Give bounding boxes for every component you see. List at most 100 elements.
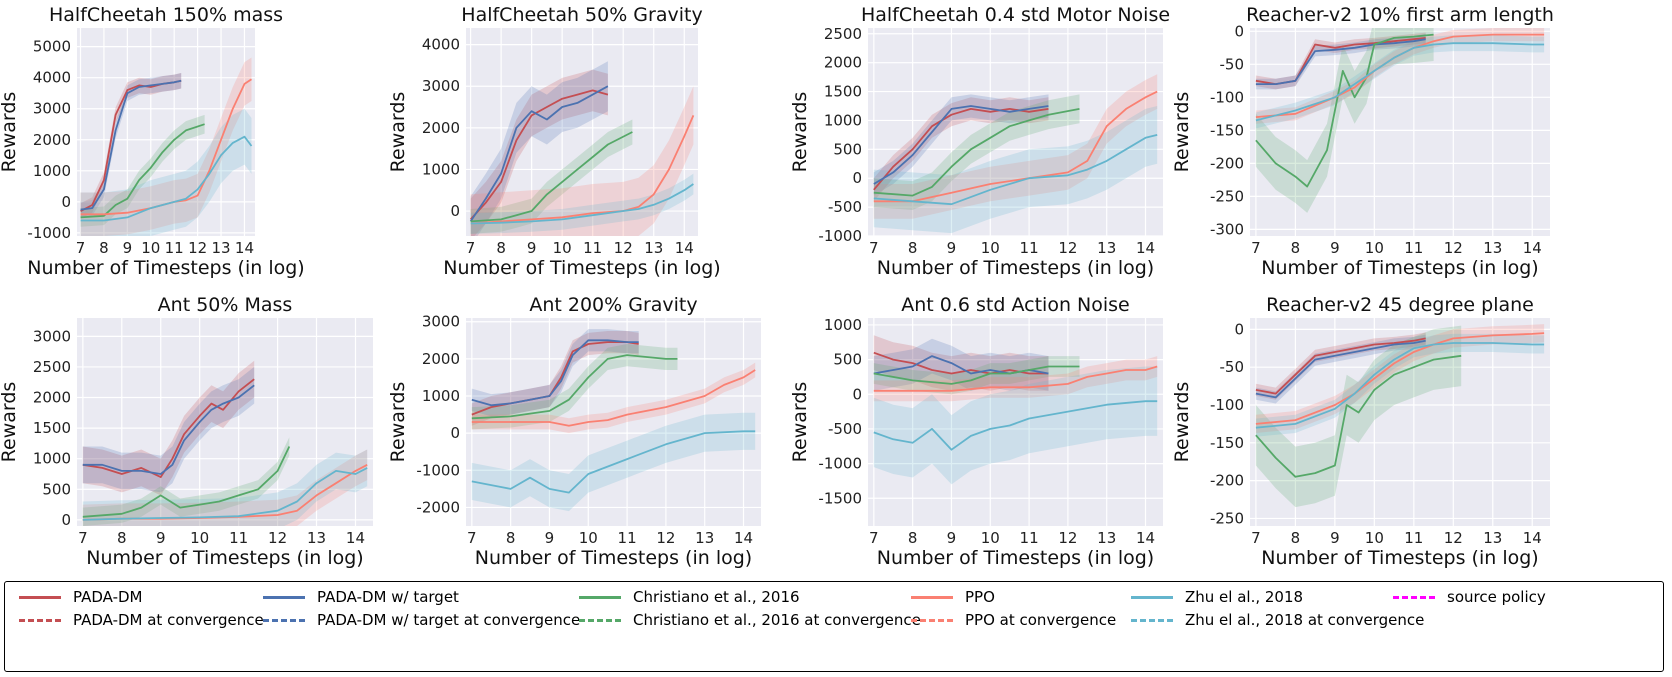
legend-label: Christiano et al., 2016 at convergence — [633, 611, 921, 629]
y-tick-label: 2000 — [33, 131, 71, 149]
series-band-zhu-el-al-2018 — [82, 449, 368, 526]
y-tick-label: 2000 — [422, 350, 460, 368]
x-tick-label: 10 — [1365, 529, 1384, 547]
x-tick-label: 8 — [496, 239, 506, 257]
series-band-ppo — [1255, 324, 1545, 433]
chart-title: Reacher-v2 10% first arm length — [1246, 4, 1554, 26]
x-tick-label: 11 — [618, 529, 637, 547]
x-tick-label: 13 — [1097, 239, 1116, 257]
x-tick-label: 8 — [908, 529, 918, 547]
y-tick-label: -500 — [828, 420, 862, 438]
legend-label: PPO — [965, 588, 995, 606]
plot-series-group — [80, 57, 253, 236]
plot-background — [868, 318, 1163, 526]
y-tick-label: -200 — [1210, 472, 1244, 490]
x-tick-label: 13 — [1097, 529, 1116, 547]
x-tick-label: 10 — [981, 239, 1000, 257]
x-tick-label: 13 — [695, 529, 714, 547]
plot-series-group — [82, 360, 368, 526]
series-line-christiano-et-al-2016 — [471, 354, 678, 420]
legend-line — [911, 595, 953, 599]
series-line-pada-dm-w-target — [1255, 38, 1426, 85]
x-axis-label: Number of Timesteps (in log) — [1261, 547, 1538, 569]
legend-line — [579, 595, 621, 599]
chart-panel-5: 7 8 9 10 11 12 13 14 0 500 1000 1500 2000 2500 3000 Ant… — [0, 294, 373, 569]
chart-panel-8: 7 8 9 10 11 12 13 14 -250 -200 -150 -100 -50 0 Reacher… — [1171, 294, 1550, 569]
y-axis-label: Rewards — [789, 382, 811, 463]
y-tick-label: 1000 — [33, 162, 71, 180]
x-tick-label: 8 — [1291, 239, 1301, 257]
y-tick-label: 0 — [852, 385, 862, 403]
legend-item-pada-dm-target-convergence: PADA-DM w/ target at convergence — [263, 610, 580, 630]
y-tick-label: 1000 — [422, 160, 460, 178]
x-tick-label: 9 — [156, 529, 166, 547]
x-tick-label: 12 — [188, 239, 207, 257]
series-band-christiano-et-al-2016 — [873, 356, 1080, 395]
legend-item-ppo-convergence: PPO at convergence — [911, 610, 1116, 630]
series-line-zhu-el-al-2018 — [471, 430, 756, 494]
x-tick-label: 11 — [165, 239, 184, 257]
series-band-pada-dm — [80, 73, 182, 219]
series-band-pada-dm-w-target — [470, 61, 608, 236]
x-tick-label: 14 — [1523, 529, 1542, 547]
legend-line — [1131, 618, 1173, 622]
x-tick-label: 13 — [211, 239, 230, 257]
legend-line — [19, 618, 61, 622]
series-band-zhu-el-al-2018 — [471, 412, 756, 512]
x-tick-label: 11 — [1404, 529, 1423, 547]
legend-item-ppo: PPO — [911, 587, 995, 607]
y-axis-label: Rewards — [387, 92, 409, 173]
y-tick-label: 4000 — [33, 69, 71, 87]
x-tick-label: 11 — [1404, 239, 1423, 257]
y-tick-label: 2000 — [33, 389, 71, 407]
x-axis-label: Number of Timesteps (in log) — [443, 257, 720, 279]
plot-series-group — [471, 329, 756, 512]
x-tick-label: 13 — [644, 239, 663, 257]
y-tick-label: -100 — [1210, 88, 1244, 106]
x-axis-label: Number of Timesteps (in log) — [1261, 257, 1538, 279]
legend-line — [263, 595, 305, 599]
y-tick-label: 1000 — [824, 316, 862, 334]
legend-label: Zhu el al., 2018 — [1185, 588, 1304, 606]
legend-item-pada-dm: PADA-DM — [19, 587, 142, 607]
y-tick-label: -50 — [1220, 55, 1245, 73]
y-tick-label: -1500 — [818, 489, 862, 507]
series-line-zhu-el-al-2018 — [1255, 342, 1545, 429]
x-tick-label: 9 — [1330, 529, 1340, 547]
series-line-ppo — [80, 78, 253, 216]
series-line-christiano-et-al-2016 — [873, 365, 1080, 385]
y-tick-label: 1500 — [33, 419, 71, 437]
legend-item-christiano-convergence: Christiano et al., 2016 at convergence — [579, 610, 921, 630]
y-tick-label: 0 — [852, 169, 862, 187]
y-tick-label: -250 — [1210, 187, 1244, 205]
x-axis-label: Number of Timesteps (in log) — [475, 547, 752, 569]
series-line-pada-dm — [82, 378, 255, 479]
x-tick-label: 11 — [229, 529, 248, 547]
legend-item-pada-dm-target: PADA-DM w/ target — [263, 587, 459, 607]
series-line-pada-dm-w-target — [80, 79, 182, 211]
series-band-zhu-el-al-2018 — [80, 108, 252, 236]
chart-panel-3: 7 8 9 10 11 12 13 14 -1000 -500 0 500 1000 1500 2000 25… — [789, 4, 1170, 279]
chart-panel-2: 7 8 9 10 11 12 13 14 0 1000 2000 3000 4000HalfCheeta… — [387, 4, 721, 279]
x-tick-label: 9 — [947, 529, 957, 547]
series-line-pada-dm — [469, 89, 609, 221]
x-tick-label: 14 — [734, 529, 753, 547]
plot-series-group — [1255, 324, 1545, 508]
chart-title: HalfCheetah 50% Gravity — [461, 4, 702, 26]
y-tick-label: 5000 — [33, 38, 71, 56]
legend-item-christiano: Christiano et al., 2016 — [579, 587, 800, 607]
series-line-ppo — [471, 369, 756, 427]
x-tick-label: 12 — [1444, 239, 1463, 257]
y-tick-label: 1000 — [824, 111, 862, 129]
chart-panel-7: 7 8 9 10 11 12 13 14 -1500 -1000 -500 0 500 1000 Ant 0… — [789, 294, 1163, 569]
plot-series-group — [873, 335, 1158, 485]
y-tick-label: -150 — [1210, 121, 1244, 139]
x-tick-label: 12 — [656, 529, 675, 547]
chart-panel-6: 7 8 9 10 11 12 13 14 -2000 -1000 0 1000 2000 3000 Ant … — [387, 294, 761, 569]
series-band-christiano-et-al-2016 — [873, 94, 1080, 210]
series-line-pada-dm-w-target — [82, 384, 255, 475]
x-tick-label: 14 — [675, 239, 694, 257]
series-band-pada-dm — [82, 360, 255, 496]
legend-label: PADA-DM w/ target — [317, 588, 459, 606]
x-tick-label: 10 — [579, 529, 598, 547]
